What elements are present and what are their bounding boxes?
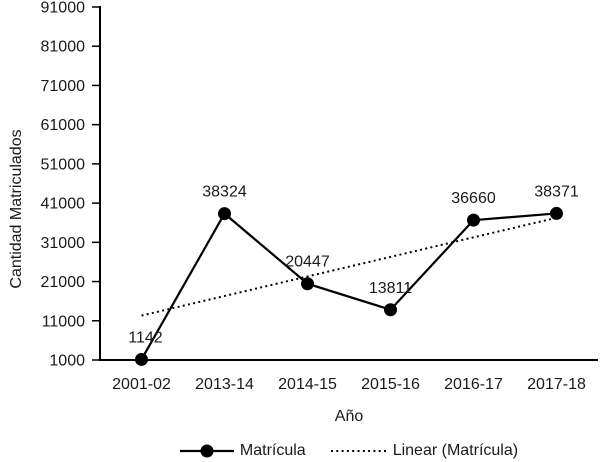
linear-trendline <box>141 214 565 317</box>
y-tick-label: 21000 <box>41 274 86 291</box>
data-point-marker <box>550 206 563 220</box>
y-axis-title: Cantidad Matriculados <box>8 129 25 289</box>
matricula-series-line <box>140 211 557 360</box>
data-point-label: 13811 <box>369 280 412 297</box>
y-tick-label: 11000 <box>42 313 85 330</box>
dotted-line-icon <box>330 450 387 452</box>
y-tick-label: 71000 <box>41 78 86 95</box>
data-point-marker <box>301 277 314 291</box>
y-tick-label: 31000 <box>41 235 86 252</box>
x-tick-label: 2014-15 <box>278 376 337 393</box>
x-axis-title: Año <box>334 408 364 425</box>
y-tick-label: 1000 <box>49 353 85 370</box>
y-tick-label: 51000 <box>41 156 86 173</box>
y-tick-label: 41000 <box>41 196 86 213</box>
data-point-label: 38324 <box>202 184 247 201</box>
solid-line-circle-marker-icon <box>179 444 234 458</box>
x-tick-label: 2013-14 <box>195 376 254 393</box>
legend-item-linear-matricula: Linear (Matrícula) <box>330 442 519 460</box>
data-point-marker <box>384 303 397 317</box>
data-point-marker <box>467 213 480 227</box>
data-point-label: 20447 <box>285 254 330 271</box>
y-tick-label: 81000 <box>41 39 86 56</box>
data-point-label: 1142 <box>128 329 163 346</box>
x-tick-label: 2016-17 <box>444 376 503 393</box>
data-point-label: 38371 <box>534 183 579 200</box>
x-tick-label: 2017-18 <box>527 376 586 393</box>
y-tick-label: 91000 <box>41 0 86 17</box>
data-point-marker <box>218 207 231 221</box>
legend-item-matricula: Matrícula <box>179 442 306 460</box>
chart-legend: Matrícula Linear (Matrícula) <box>100 439 598 462</box>
data-point-marker <box>135 352 148 366</box>
data-point-label: 36660 <box>451 190 496 207</box>
y-tick-label: 61000 <box>41 117 86 134</box>
legend-label-matricula: Matrícula <box>239 442 306 459</box>
x-tick-label: 2001-02 <box>112 376 171 393</box>
x-tick-label: 2015-16 <box>361 376 420 393</box>
legend-label-linear-matricula: Linear (Matrícula) <box>392 442 519 459</box>
